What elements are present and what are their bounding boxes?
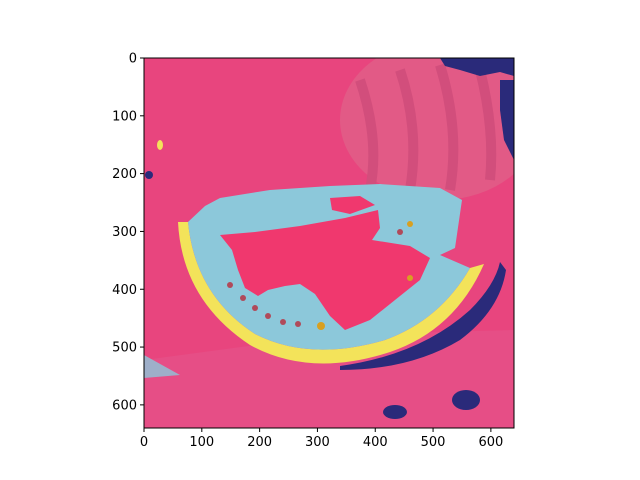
stray-navy-region-board [383,405,407,419]
y-tick-label: 500 [112,341,137,356]
x-tick-label: 400 [363,435,388,450]
x-tick-label: 300 [305,435,330,450]
segmentation-image [144,58,514,428]
x-axis: 0 100 200 300 400 500 600 [140,428,503,450]
whole-watermelon-region [340,58,514,200]
y-tick-label: 200 [112,167,137,182]
y-tick-label: 300 [112,225,137,240]
board-edge-region [144,355,180,378]
x-tick-label: 100 [189,435,214,450]
seed-markers [227,221,413,330]
slice-shadow-region [340,262,506,370]
shadow-region-top [440,58,514,76]
y-tick-label: 100 [112,109,137,124]
y-tick-label: 400 [112,283,137,298]
y-tick-label: 0 [129,52,137,67]
stray-navy-region [145,171,153,179]
red-flesh-region [220,210,430,330]
x-tick-label: 600 [478,435,503,450]
stray-yellow-region [157,140,163,150]
y-axis: 0 100 200 300 400 500 600 [112,52,144,413]
y-tick-label: 600 [112,398,137,413]
shadow-region-right [500,80,514,160]
x-tick-label: 200 [247,435,272,450]
red-flesh-region-upper [330,196,375,214]
stray-navy-region-bottom [452,390,480,410]
axes-frame [143,57,515,429]
watermelon-stripes [355,63,497,191]
x-tick-label: 0 [140,435,148,450]
x-tick-label: 500 [421,435,446,450]
